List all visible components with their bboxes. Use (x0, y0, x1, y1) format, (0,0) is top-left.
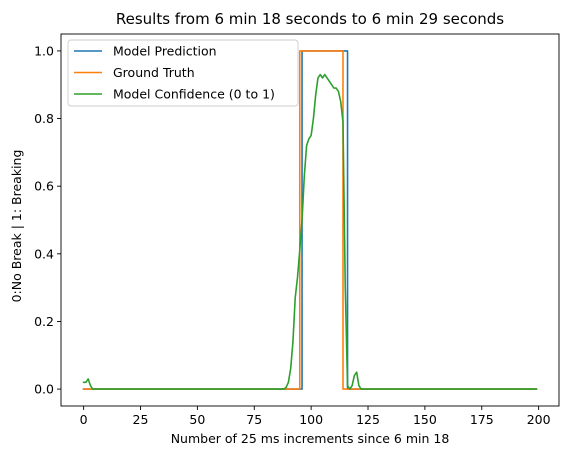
chart-title: Results from 6 min 18 seconds to 6 min 2… (116, 10, 504, 28)
y-tick-label: 0.0 (34, 382, 54, 397)
y-tick-label: 0.2 (34, 314, 54, 329)
y-tick-label: 0.6 (34, 179, 54, 194)
legend-label: Model Confidence (0 to 1) (113, 87, 275, 102)
x-tick-label: 0 (80, 412, 88, 427)
x-tick-label: 175 (470, 412, 494, 427)
x-axis-title: Number of 25 ms increments since 6 min 1… (171, 431, 450, 446)
legend-frame (67, 39, 299, 107)
x-tick-label: 200 (527, 412, 551, 427)
x-tick-label: 50 (189, 412, 205, 427)
y-tick-label: 0.8 (34, 111, 54, 126)
y-axis: 0.0 0.2 0.4 0.6 0.8 1.0 (34, 43, 61, 397)
legend-label: Ground Truth (113, 65, 195, 80)
plot-area (60, 33, 560, 407)
y-axis-title: 0:No Break | 1: Breaking (9, 150, 24, 303)
x-tick-label: 25 (133, 412, 149, 427)
x-tick-label: 100 (299, 412, 323, 427)
x-tick-label: 125 (356, 412, 380, 427)
x-tick-label: 75 (246, 412, 262, 427)
y-tick-label: 0.4 (34, 246, 54, 261)
y-tick-label: 1.0 (34, 43, 54, 58)
legend: Model Prediction Ground Truth Model Confid… (67, 39, 299, 107)
x-tick-label: 150 (413, 412, 437, 427)
series-lines (82, 50, 538, 390)
legend-label: Model Prediction (113, 44, 217, 59)
series-line-model-confidence-0-to-1 (82, 73, 538, 390)
plot-frame (60, 33, 560, 407)
x-axis: 0 25 50 75 100 125 150 175 200 (80, 406, 551, 427)
